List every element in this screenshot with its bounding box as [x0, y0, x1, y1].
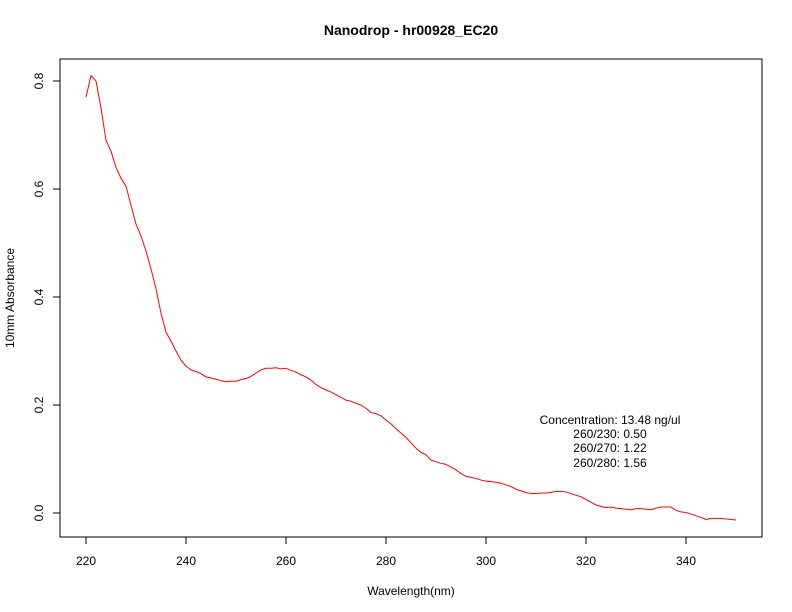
y-axis: 0.0 0.2 0.4 0.6 0.8	[32, 72, 61, 521]
x-tick-label: 280	[376, 554, 396, 568]
x-tick-label: 340	[676, 554, 696, 568]
absorbance-series-line	[85, 75, 737, 521]
y-tick-label: 0.0	[32, 504, 46, 521]
x-tick-label: 220	[76, 554, 96, 568]
x-tick-label: 240	[176, 554, 196, 568]
y-axis-label: 10mm Absorbance	[3, 248, 17, 348]
y-tick-label: 0.2	[32, 396, 46, 413]
x-tick-label: 300	[476, 554, 496, 568]
annotation-260-270: 260/270: 1.22	[573, 441, 647, 455]
x-axis-label: Wavelength(nm)	[367, 584, 455, 598]
y-tick-label: 0.8	[32, 72, 46, 89]
plot-frame	[59, 58, 763, 538]
series-layer	[85, 75, 737, 521]
annotation-concentration: Concentration: 13.48 ng/ul	[540, 413, 681, 427]
annotation-260-230: 260/230: 0.50	[573, 427, 647, 441]
y-tick-label: 0.4	[32, 288, 46, 305]
annotation-box: Concentration: 13.48 ng/ul 260/230: 0.50…	[540, 413, 681, 470]
x-tick-label: 260	[276, 554, 296, 568]
x-tick-label: 320	[576, 554, 596, 568]
chart-title: Nanodrop - hr00928_EC20	[324, 22, 498, 38]
annotation-260-280: 260/280: 1.56	[573, 456, 647, 470]
x-axis: 220 240 260 280 300 320 340	[76, 536, 696, 568]
y-tick-label: 0.6	[32, 180, 46, 197]
